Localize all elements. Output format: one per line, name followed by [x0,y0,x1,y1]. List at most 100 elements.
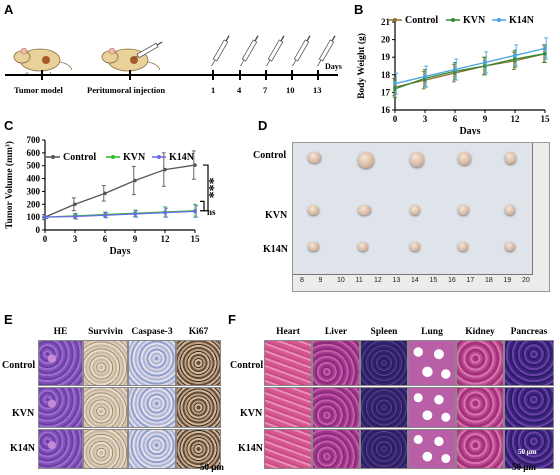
ruler-number: 14 [411,277,419,284]
tumor-sample [308,152,321,163]
significance-bracket [203,164,209,212]
col-label-spleen: Spleen [370,327,398,337]
panel-label-f: F [228,312,236,327]
x-tick-label: 15 [191,234,201,244]
legend-marker [451,18,455,22]
x-tick-label: 9 [483,114,488,124]
scale-bar-label-inner: 50 μm [518,448,537,456]
ruler-number: 16 [448,277,456,284]
col-label-pancreas: Pancreas [510,327,548,337]
ruler-number: 13 [392,277,401,284]
organ-histology-image [504,340,554,386]
organ-histology-image [312,340,360,386]
ruler-number: 9 [318,277,323,284]
organ-histology-image [504,387,554,428]
x-tick-label: 3 [73,234,78,244]
histology-image [38,387,83,428]
row-label-kvn: KVN [240,408,263,419]
x-tick-label: 3 [423,114,428,124]
series-line [44,164,196,218]
legend-label: K14N [509,15,535,26]
tumor-sample [505,205,515,215]
x-tick-label: 9 [133,234,138,244]
row-label-kvn: KVN [265,210,288,221]
data-point [543,46,547,51]
histology-image [128,340,176,386]
data-point [393,81,397,86]
col-label-ki67: Ki67 [188,327,209,337]
tumor-volume-chart: 0 3 6 9 12 15 0 100 200 300 400 500 600 700 Days Tumor … [4,135,222,257]
x-tick-label: 6 [453,114,458,124]
data-point [163,210,167,215]
ruler-number: 11 [355,277,363,284]
tumor-sample [308,205,319,215]
legend-marker [111,155,115,159]
y-tick-label: 20 [381,35,391,45]
tumor-sample [410,242,420,251]
x-tick-label: 12 [511,114,521,124]
data-point [483,60,487,65]
organ-histology-image [456,340,504,386]
data-point [193,209,197,214]
tumor-sample [358,242,368,251]
legend-label: KVN [123,152,146,163]
panel-label-a: A [4,2,14,17]
ruler-number: 15 [429,277,438,284]
y-tick-label: 300 [27,186,41,196]
data-point [163,167,167,172]
tumor-sample [410,205,420,215]
data-point [103,191,107,196]
ruler-number: 12 [374,277,382,284]
organ-histology-image [312,387,360,428]
x-tick-label: 6 [103,234,108,244]
panel-label-b: B [354,2,364,17]
row-label-control: Control [230,360,264,371]
x-tick-label: 0 [43,234,48,244]
row-label-control: Control [253,150,287,161]
timeline-label-inject: Peritumoral injection [87,85,165,95]
row-label-k14n: K14N [263,244,288,255]
row-label-kvn: KVN [12,408,35,419]
data-point [513,53,517,58]
timeline-diagram: Days Tumor model Peritumoral injection 1… [5,35,342,95]
histology-image [83,340,128,386]
legend-label: Control [63,152,96,163]
y-tick-label: 21 [381,17,391,27]
panel-label-d: D [258,118,268,133]
ns-bracket [200,200,205,212]
col-label-he: HE [53,327,68,337]
syringe-icons [211,35,336,67]
tumor-sample [505,152,516,164]
col-label-lung: Lung [421,327,443,337]
legend-marker [393,18,397,22]
ruler-number: 17 [466,277,475,284]
organ-histology-image [312,429,360,469]
ns-label: ns [207,207,216,217]
data-point [73,214,77,219]
legend-label: Control [405,15,438,26]
legend-marker [497,18,501,22]
col-label-heart: Heart [276,327,300,337]
row-label-k14n: K14N [238,443,263,454]
organ-histology-image [504,429,554,469]
panel-label-c: C [4,118,14,133]
y-tick-label: 500 [27,161,41,171]
y-axis-label: Body Weight (g) [356,33,367,99]
histology-image [176,340,221,386]
tumor-sample [458,152,471,165]
mouse-with-syringe-icon [101,41,163,72]
tumor-photo [292,142,550,292]
data-point [43,215,47,219]
x-axis-label: Days [109,246,130,257]
tumor-sample [410,152,424,167]
timeline-tick: 13 [313,85,322,95]
data-point [423,74,427,79]
data-point [73,202,77,207]
series-line [44,210,196,218]
ruler-number: 19 [503,277,512,284]
histology-image [38,429,83,469]
data-point [103,213,107,218]
tumor-sample [358,205,371,215]
x-axis-label: Days [459,126,480,135]
col-label-kidney: Kidney [465,327,495,337]
